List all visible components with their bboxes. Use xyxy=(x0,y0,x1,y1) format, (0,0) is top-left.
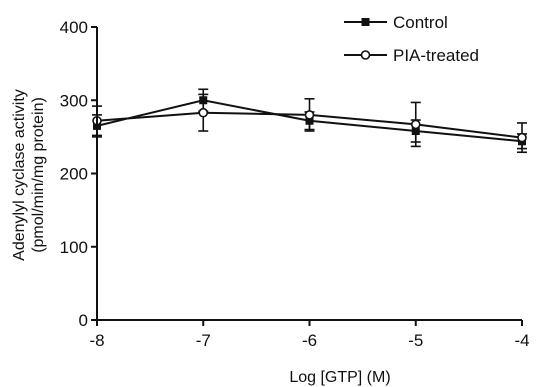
x-tick-label: -5 xyxy=(408,331,423,350)
x-axis-title: Log [GTP] (M) xyxy=(289,369,390,386)
y-axis-title: Adenylyl cyclase activity xyxy=(11,89,28,261)
y-tick-label: 300 xyxy=(60,91,88,110)
x-tick-label: -7 xyxy=(196,331,211,350)
pia-treated-point xyxy=(517,132,527,143)
legend: Control PIA-treated xyxy=(344,13,479,65)
control-point xyxy=(199,96,208,105)
legend-control-marker xyxy=(361,18,370,26)
control-point xyxy=(411,127,420,136)
tick-labels: 0 100 200 300 400 -8 -7 -6 -5 -4 xyxy=(60,18,530,350)
pia-treated-point xyxy=(304,110,315,120)
y-tick-label: 100 xyxy=(60,238,88,257)
x-tick-label: -6 xyxy=(302,331,317,350)
y-axis-subtitle: (pmol/min/mg protein) xyxy=(30,97,47,253)
axes xyxy=(91,26,523,326)
x-tick-label: -8 xyxy=(89,331,104,350)
y-tick-label: 200 xyxy=(60,165,88,184)
legend-pia-treated-label: PIA-treated xyxy=(393,46,479,65)
legend-control-label: Control xyxy=(393,13,448,32)
control-point xyxy=(305,116,314,125)
pia-treated-point xyxy=(198,107,209,118)
legend-pia-treated-marker xyxy=(360,50,371,60)
x-tick-label: -4 xyxy=(514,331,529,350)
y-tick-label: 400 xyxy=(60,18,88,37)
y-tick-label: 0 xyxy=(79,311,88,330)
pia-treated-point xyxy=(410,119,421,130)
